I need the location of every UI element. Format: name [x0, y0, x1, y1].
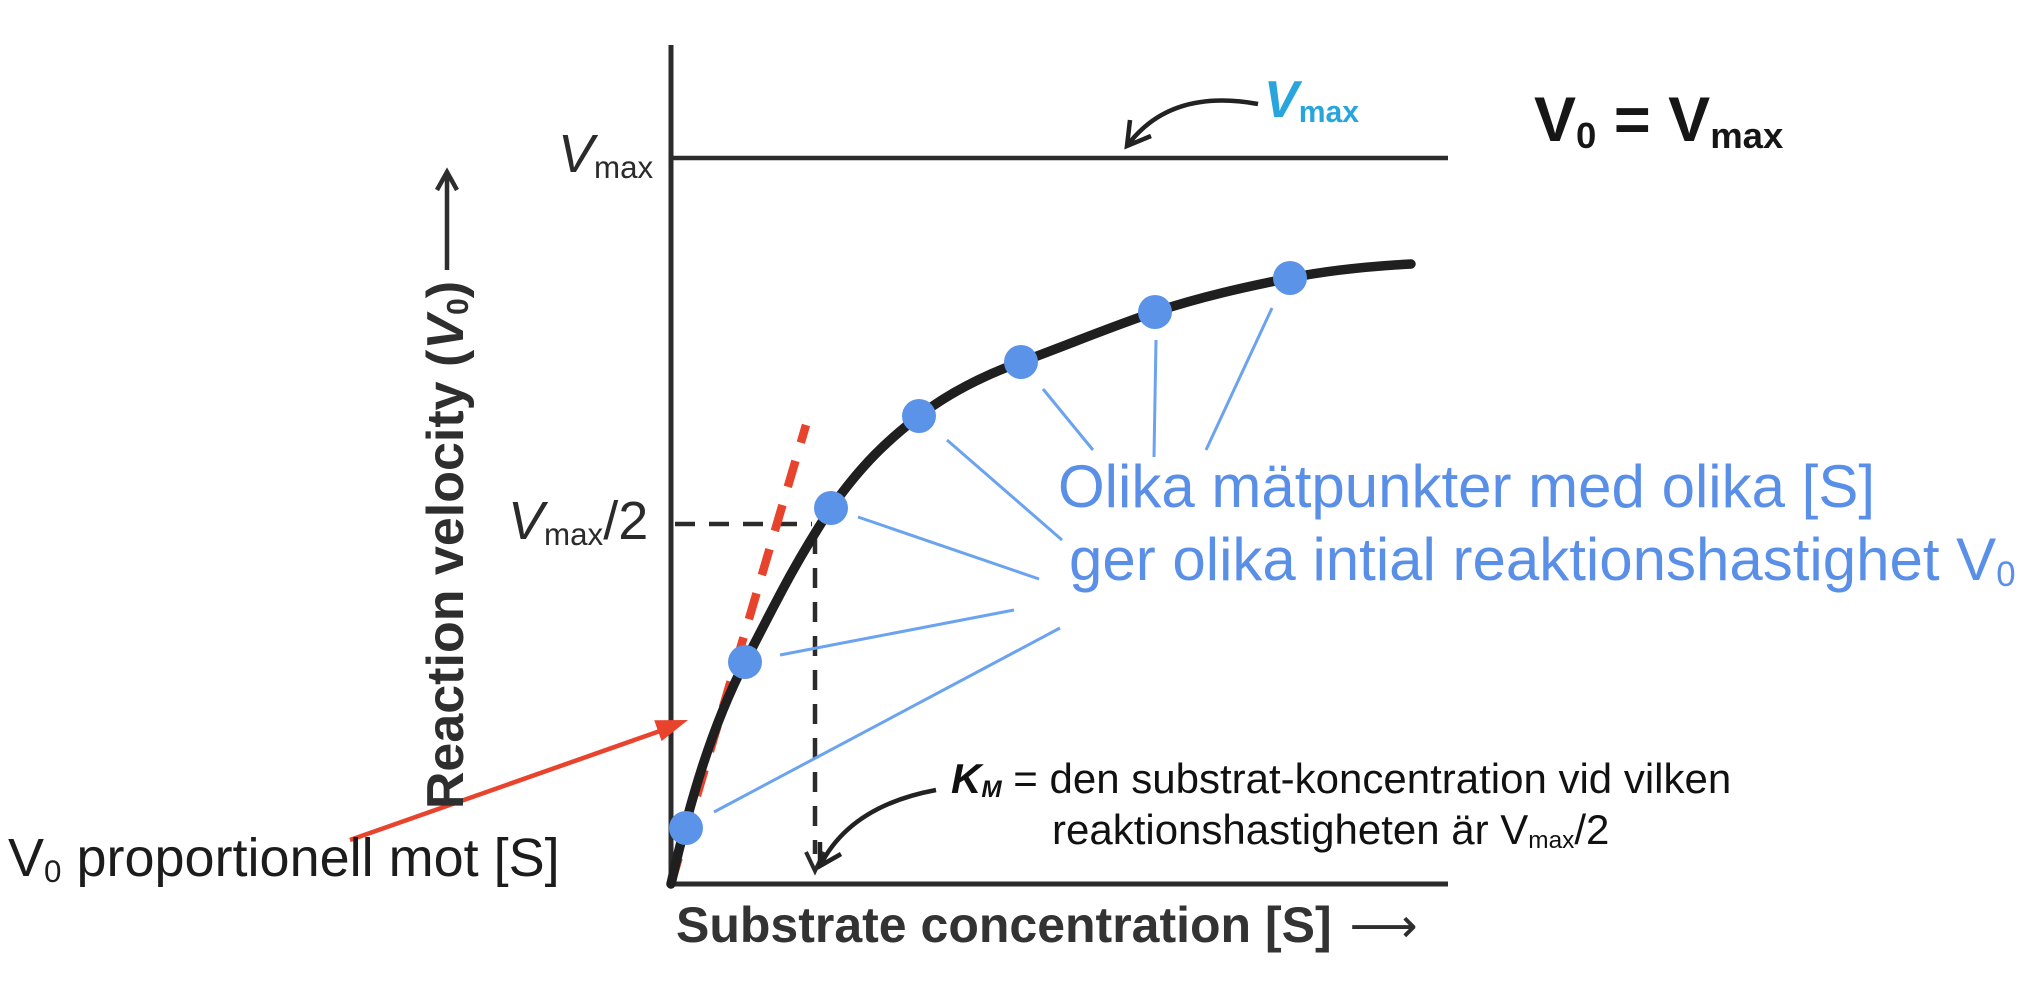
v0-prop-arrow [349, 728, 661, 843]
km-note-line2-symbol: V [1500, 806, 1529, 853]
km-note-line1-text: = den substrat-koncentration vid vilken [1001, 755, 1732, 802]
data-point [669, 811, 703, 845]
vmax-half-tick-suffix: /2 [603, 491, 649, 551]
km-note-line2: reaktionshastigheten är Vmax/2 [1052, 806, 1610, 855]
callout-line [1041, 388, 1095, 451]
data-points [669, 261, 1307, 845]
data-point [902, 399, 936, 433]
callout-line [857, 515, 1040, 581]
data-point [814, 491, 848, 525]
vmax-tick-label: Vmax [558, 124, 653, 184]
y-axis-label-text: Reaction velocity ( [417, 349, 475, 810]
y-label-arrowhead-icon [435, 167, 459, 192]
v0-prop-symbol: V [8, 828, 45, 888]
v0-prop-arrowhead-icon [654, 720, 688, 742]
data-point [728, 645, 762, 679]
km-callout-arrow [817, 787, 937, 868]
km-callout-arrowhead-icon [817, 842, 843, 870]
km-subscript: M [981, 776, 1002, 804]
y-axis-label-close: ) [417, 280, 475, 299]
blue-note-line1: Olika mätpunkter med olika [S] [1058, 453, 1876, 520]
y-axis-label-symbol: V [417, 314, 475, 350]
v0-prop-subscript: 0 [44, 853, 62, 889]
callout-line [946, 438, 1063, 542]
vmax-half-tick-symbol: V [508, 491, 545, 551]
v0-equals-vmax-label: V0 = Vmax [1534, 89, 1783, 154]
data-point [1273, 261, 1307, 295]
vmax-half-tick-label: Vmax/2 [508, 491, 649, 551]
blue-note-line2-symbol: V [1956, 526, 1997, 593]
vmax-callout-symbol: V [1264, 71, 1299, 129]
vmax-callout-arrow [1125, 98, 1259, 148]
callout-fan-lines [713, 307, 1274, 814]
vmax-callout-label: Vmax [1264, 71, 1360, 130]
km-symbol: K [951, 755, 982, 802]
km-note-line2-subscript: max [1528, 827, 1575, 855]
x-axis-label-text: Substrate concentration [S] [676, 897, 1332, 953]
v0-eq-rhs-subscript: max [1710, 114, 1784, 156]
blue-note-line2-subscript: 0 [1996, 555, 2016, 595]
km-note-line1: KM = den substrat-koncentration vid vilk… [951, 755, 1732, 804]
data-point [1004, 345, 1038, 379]
v0-eq-lhs-subscript: 0 [1576, 114, 1597, 156]
v0-proportional-label: V0 proportionell mot [S] [8, 828, 560, 888]
callout-line [779, 608, 1015, 657]
blue-note-line2-text: ger olika intial reaktionshastighet [1069, 526, 1957, 593]
vmax-callout-arrowhead-icon [1124, 119, 1152, 150]
y-axis-label-subscript: 0 [442, 298, 476, 315]
data-point [1138, 295, 1172, 329]
callout-line [713, 626, 1061, 814]
km-note-line2-suffix: /2 [1574, 806, 1610, 853]
v0-prop-text: proportionell mot [S] [61, 828, 560, 888]
v0-eq-lhs: V [1534, 85, 1577, 155]
y-axis-label: Reaction velocity (V0) [417, 280, 476, 810]
x-axis-label: Substrate concentration [S] ⟶ [676, 900, 1418, 951]
callout-line [1204, 307, 1274, 451]
right-arrow-icon: ⟶ [1349, 899, 1418, 954]
km-note-line2-text: reaktionshastigheten är [1052, 806, 1501, 853]
blue-note-line2: ger olika intial reaktionshastighet V0 [1069, 530, 2016, 593]
callout-line [1152, 339, 1158, 458]
vmax-callout-subscript: max [1298, 96, 1360, 130]
v0-eq-rhs: V [1668, 85, 1711, 155]
vmax-half-tick-subscript: max [544, 516, 604, 552]
vmax-tick-symbol: V [558, 124, 595, 184]
v0-eq-sign: = [1596, 85, 1669, 155]
vmax-tick-subscript: max [594, 149, 654, 185]
